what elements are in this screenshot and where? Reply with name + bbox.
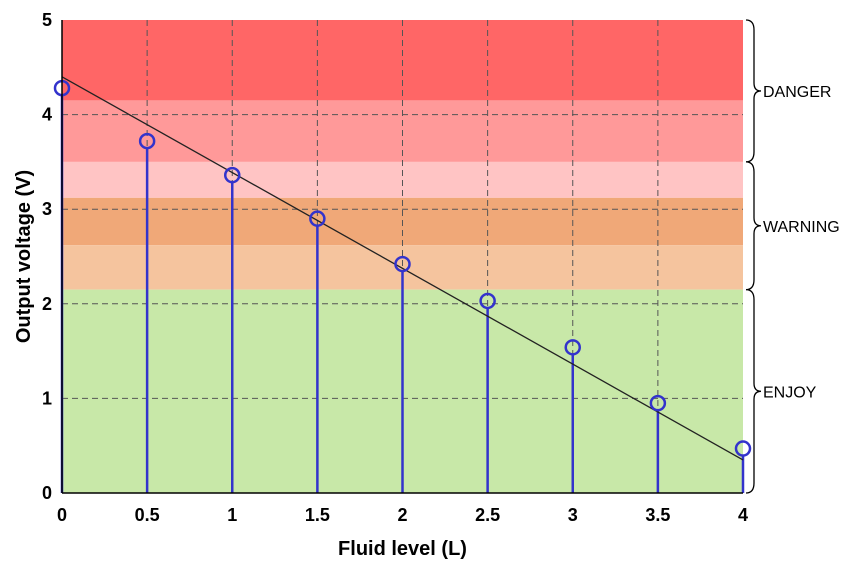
data-point-8 <box>734 440 752 457</box>
data-point-2 <box>224 166 241 184</box>
y-tick-label: 0 <box>42 483 52 503</box>
x-tick-label: 3 <box>568 505 578 525</box>
x-tick-label: 4 <box>738 505 748 525</box>
x-tick-label: 2.5 <box>475 505 500 525</box>
zone-annotations: DANGER WARNING ENJOY <box>745 19 840 494</box>
data-point-6 <box>564 339 581 356</box>
data-point-4 <box>394 255 411 273</box>
data-point-3 <box>309 210 326 227</box>
x-tick-label: 1 <box>227 505 237 525</box>
x-tick-labels: 0 0.5 1 1.5 2 2.5 3 3.5 4 <box>57 505 748 525</box>
data-point-5 <box>479 292 496 310</box>
y-tick-labels: 0 1 2 3 4 5 <box>42 10 52 503</box>
x-axis-title: Fluid level (L) <box>338 538 467 560</box>
x-tick-label: 1.5 <box>305 505 330 525</box>
zone-brace-0 <box>745 19 762 163</box>
x-tick-label: 0 <box>57 505 67 525</box>
zone-brace-2 <box>745 288 762 494</box>
fit-line <box>61 76 744 461</box>
zone-label-2: ENJOY <box>763 384 817 401</box>
y-tick-label: 4 <box>42 105 52 125</box>
zone-label-0: DANGER <box>763 84 831 101</box>
data-points <box>53 79 752 457</box>
zone-brace-1 <box>745 161 762 291</box>
x-tick-label: 0.5 <box>135 505 160 525</box>
fit-line-group <box>61 76 744 461</box>
data-point-7 <box>649 394 667 412</box>
data-point-1 <box>138 132 156 150</box>
y-tick-label: 1 <box>42 388 52 408</box>
y-tick-label: 2 <box>42 294 52 314</box>
axes <box>61 20 743 494</box>
y-tick-label: 3 <box>42 199 52 219</box>
y-axis-title: Output voltage (V) <box>13 170 35 343</box>
zone-label-1: WARNING <box>763 219 840 236</box>
x-tick-label: 2 <box>397 505 407 525</box>
x-tick-label: 3.5 <box>645 505 670 525</box>
y-tick-label: 5 <box>42 10 52 30</box>
